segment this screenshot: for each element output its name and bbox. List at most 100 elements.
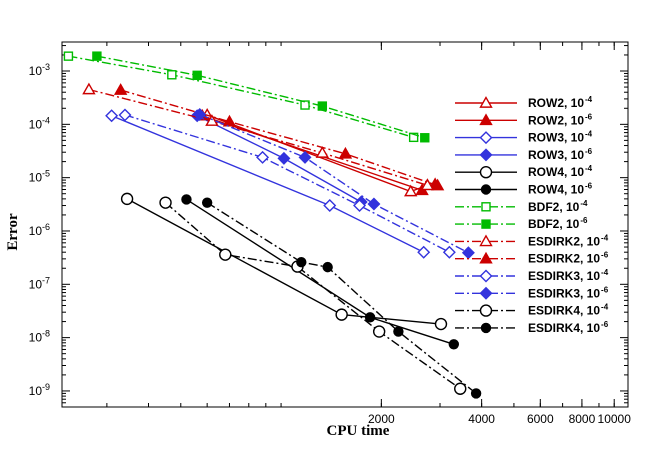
series-line — [206, 114, 428, 193]
legend-marker — [479, 286, 493, 300]
data-point — [205, 114, 219, 126]
y-tick-label: 10 — [29, 64, 43, 78]
data-point — [63, 51, 74, 61]
data-point — [367, 197, 381, 211]
x-tick-label: 6000 — [527, 412, 554, 426]
data-point — [92, 51, 102, 61]
legend-label: ROW4, 10 — [528, 183, 584, 197]
legend-marker — [481, 202, 491, 212]
data-point — [317, 101, 328, 111]
legend-label: ROW3, 10 — [528, 131, 584, 145]
legend-label: ESDIRK4, 10 — [528, 321, 600, 335]
legend-entry-8: BDF2, 10 -6 — [455, 216, 588, 231]
data-point — [430, 178, 445, 191]
y-tick-label: 10 — [29, 331, 43, 345]
series-line — [68, 55, 414, 139]
legend-marker — [480, 184, 492, 195]
data-point — [167, 70, 177, 80]
legend-marker — [479, 251, 493, 264]
data-point — [256, 150, 270, 164]
series-line — [111, 115, 425, 253]
legend-exponent: -4 — [601, 233, 609, 242]
data-point — [470, 388, 482, 399]
data-point — [323, 199, 337, 213]
y-tick-exponent: -7 — [42, 275, 50, 285]
legend-entry-3: ROW3, 10 -4 — [455, 130, 593, 145]
legend-marker — [479, 269, 493, 283]
legend-marker — [479, 234, 493, 247]
data-point — [338, 146, 353, 159]
y-tick-exponent: -3 — [42, 62, 50, 72]
legend-entry-6: ROW4, 10 -6 — [455, 182, 593, 197]
series-line — [120, 89, 438, 187]
legend-exponent: -4 — [601, 268, 609, 277]
legend-exponent: -6 — [601, 320, 609, 329]
legend-label: ROW3, 10 — [528, 148, 584, 162]
legend-label: ESDIRK4, 10 — [528, 304, 600, 318]
y-tick-label: 10 — [29, 171, 43, 185]
data-point — [335, 308, 348, 321]
legend-entry-10: ESDIRK2, 10 -6 — [455, 251, 609, 266]
data-point — [222, 114, 237, 127]
legend-marker — [479, 113, 493, 126]
legend-marker — [479, 304, 493, 317]
data-point — [372, 325, 386, 338]
legend-marker — [481, 219, 491, 229]
x-axis-title: CPU time — [327, 423, 390, 439]
legend-marker — [479, 131, 493, 145]
y-tick-label: 10 — [29, 117, 43, 131]
legend-entry-12: ESDIRK3, 10 -6 — [455, 285, 609, 300]
legend-exponent: -6 — [601, 251, 609, 260]
legend-label: ROW4, 10 — [528, 165, 584, 179]
legend-exponent: -6 — [585, 112, 593, 121]
legend-label: ESDIRK2, 10 — [528, 234, 600, 248]
data-point — [300, 100, 310, 110]
legend-entry-14: ESDIRK4, 10 -6 — [455, 320, 609, 335]
data-point — [201, 197, 213, 208]
data-point — [193, 107, 207, 121]
x-tick-label: 4000 — [468, 412, 495, 426]
series-line — [199, 113, 469, 254]
y-tick-exponent: -6 — [42, 222, 50, 232]
legend-exponent: -4 — [585, 95, 593, 104]
legend-label: ROW2, 10 — [528, 96, 584, 110]
legend-exponent: -4 — [601, 303, 609, 312]
legend-entry-5: ROW4, 10 -4 — [455, 164, 593, 179]
y-tick-exponent: -5 — [42, 169, 50, 179]
legend-label: ESDIRK3, 10 — [528, 269, 600, 283]
data-point — [420, 178, 435, 191]
data-point — [219, 248, 232, 261]
legend-entry-11: ESDIRK3, 10 -4 — [455, 268, 609, 283]
legend-marker — [479, 96, 493, 108]
legend-marker — [479, 148, 493, 162]
legend-label: BDF2, 10 — [528, 217, 580, 231]
data-point — [442, 245, 456, 259]
legend-exponent: -6 — [585, 147, 593, 156]
data-point — [404, 184, 418, 197]
data-point — [296, 256, 307, 268]
data-point — [454, 382, 467, 395]
legend-exponent: -4 — [585, 164, 593, 173]
legend-entry-13: ESDIRK4, 10 -4 — [455, 303, 609, 318]
series-11 — [118, 108, 456, 259]
data-point — [434, 317, 448, 331]
legend-label: ESDIRK3, 10 — [528, 286, 600, 300]
y-tick-label: 10 — [29, 384, 43, 398]
legend-label: ESDIRK2, 10 — [528, 252, 600, 266]
plot-frame — [61, 41, 629, 408]
legend-exponent: -6 — [585, 182, 593, 191]
legend-entry-7: BDF2, 10 -4 — [455, 199, 588, 214]
series-6 — [181, 194, 460, 350]
legend-marker — [480, 322, 492, 334]
data-point — [159, 196, 172, 209]
y-tick-exponent: -8 — [42, 329, 50, 339]
legend-entry-4: ROW3, 10 -6 — [455, 147, 593, 162]
series-13 — [159, 196, 467, 395]
data-point — [322, 261, 333, 273]
series-line — [124, 114, 450, 253]
legend-entry-9: ESDIRK2, 10 -4 — [455, 233, 609, 248]
y-tick-exponent: -4 — [42, 115, 50, 125]
x-tick-label: 8000 — [569, 412, 596, 426]
series-line — [165, 202, 461, 390]
